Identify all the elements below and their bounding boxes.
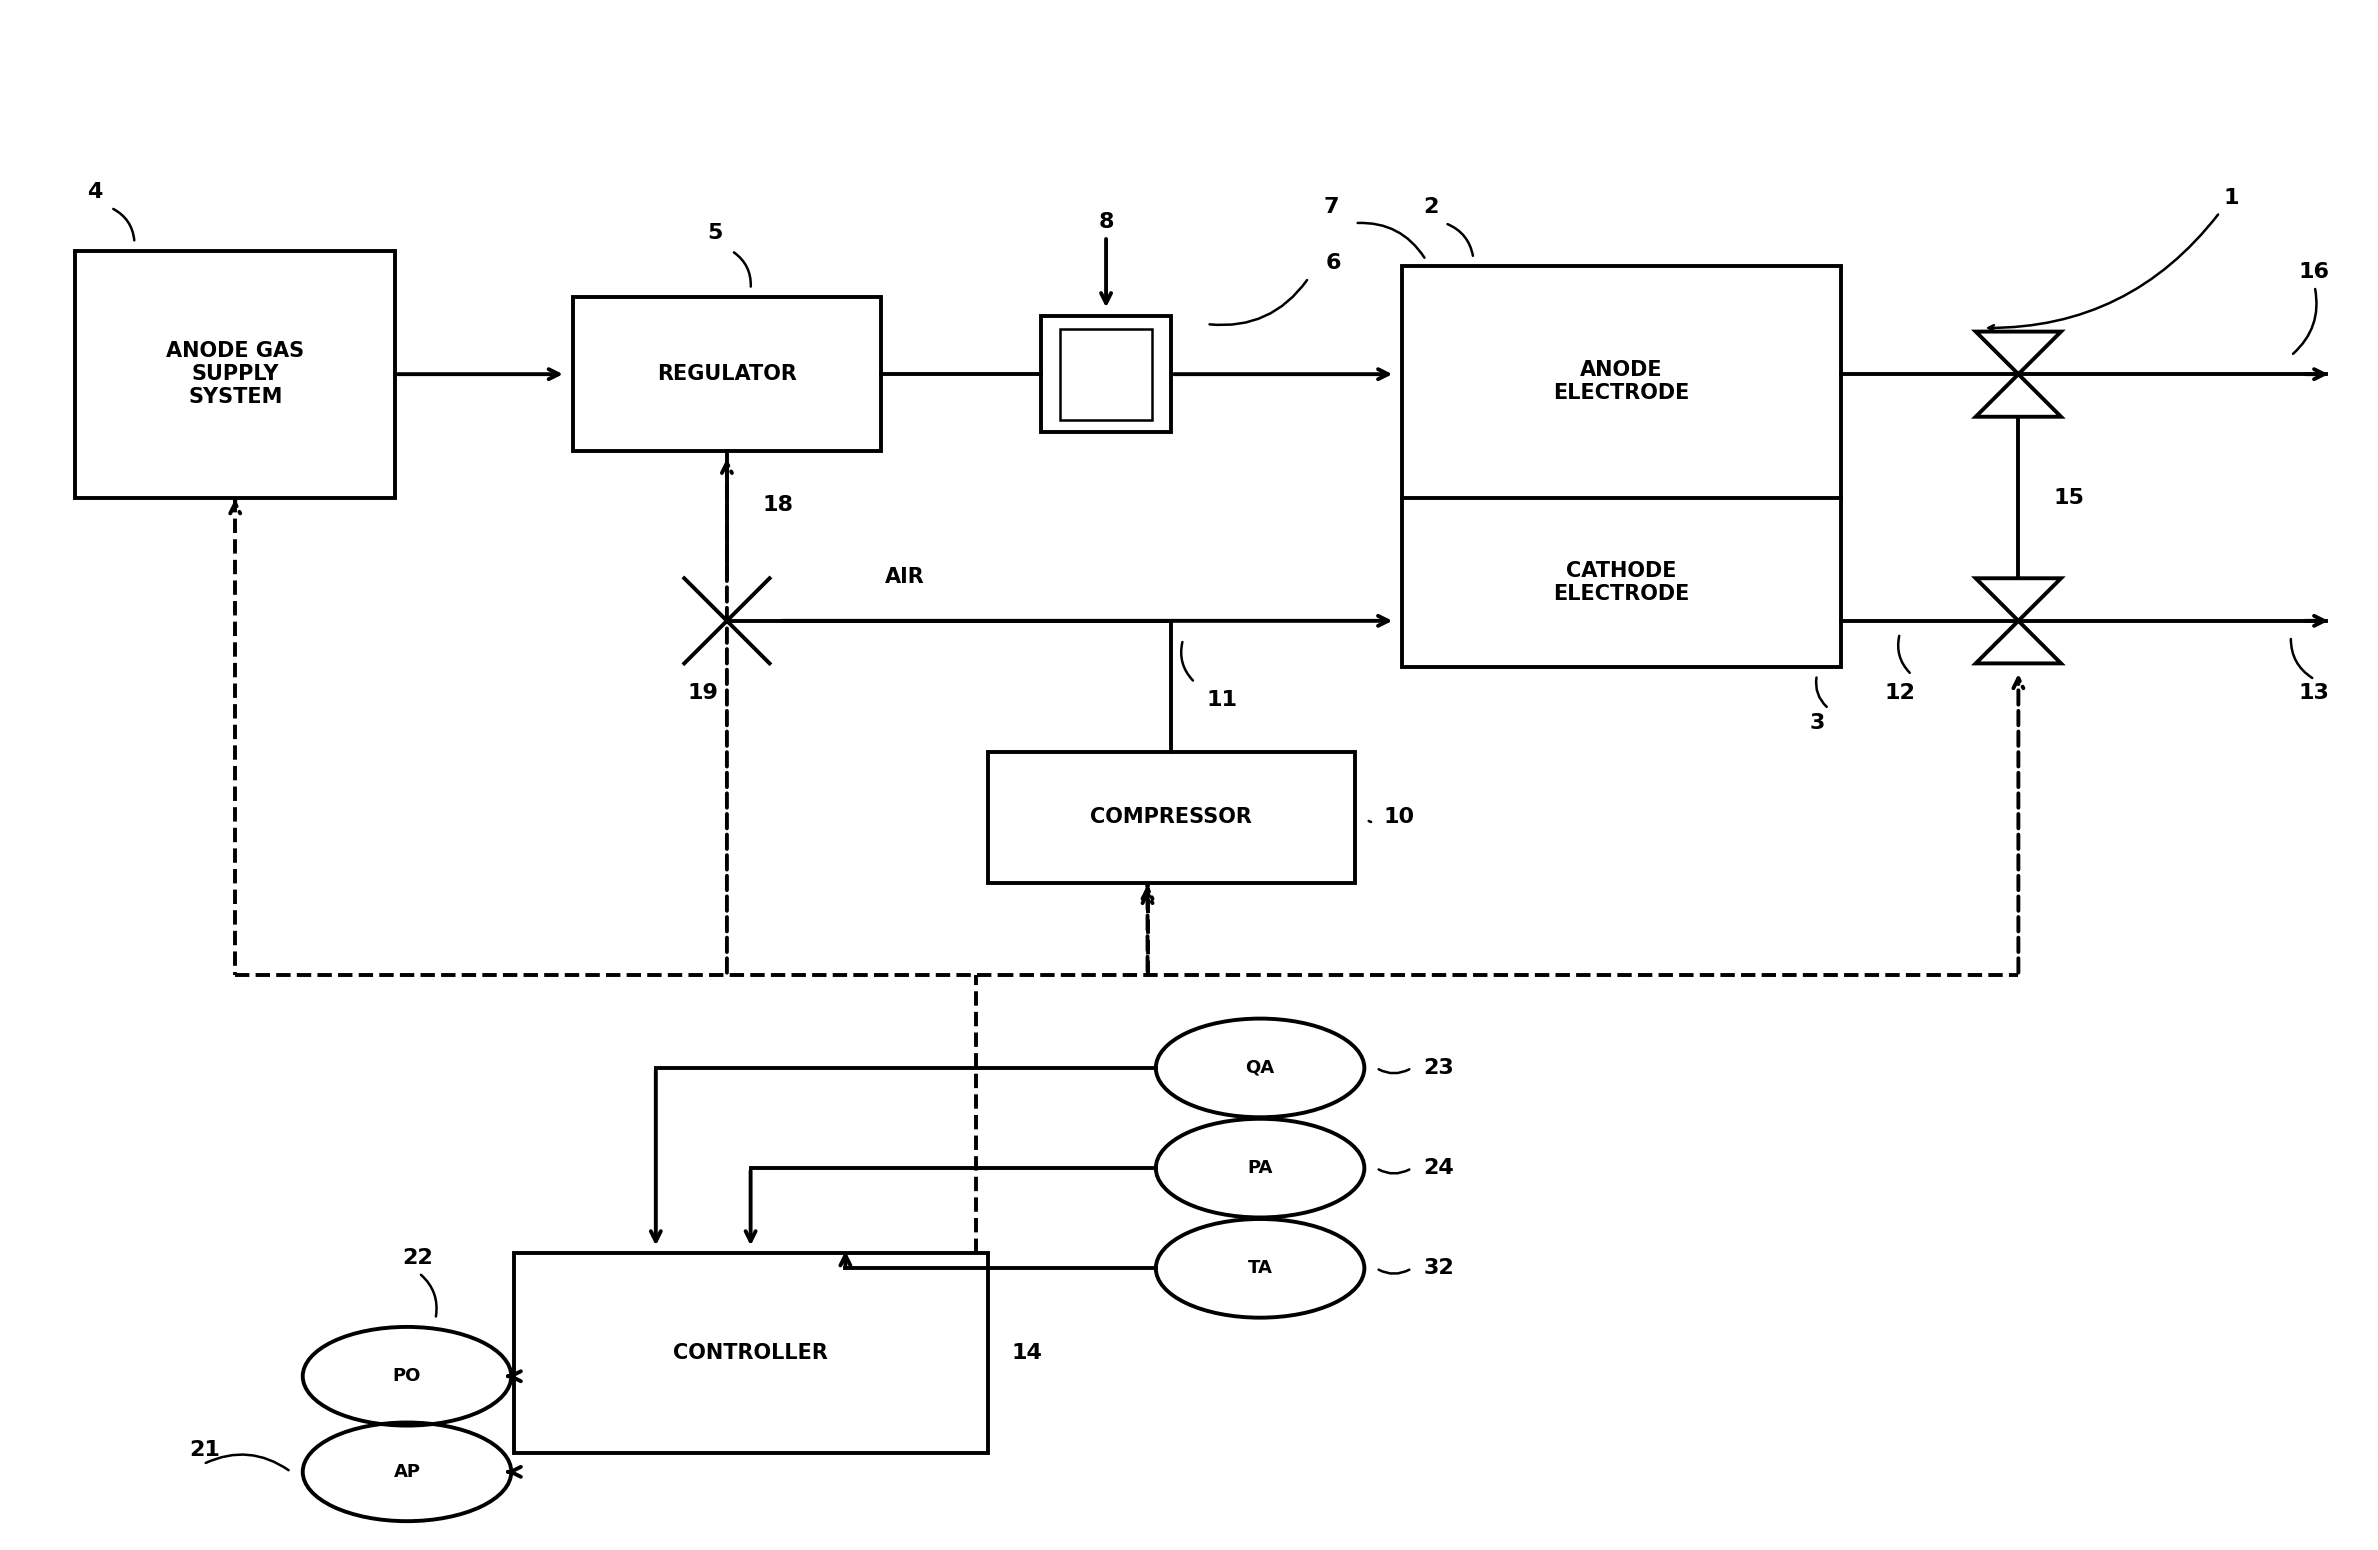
Text: 23: 23 xyxy=(1424,1059,1455,1077)
Text: 19: 19 xyxy=(687,682,718,702)
Text: 18: 18 xyxy=(763,494,794,515)
Text: 22: 22 xyxy=(402,1248,433,1268)
Text: 6: 6 xyxy=(1325,253,1341,273)
Text: 14: 14 xyxy=(1011,1344,1042,1362)
Bar xyxy=(987,752,1355,884)
Text: CONTROLLER: CONTROLLER xyxy=(673,1344,828,1362)
Text: 5: 5 xyxy=(706,223,723,243)
Text: 4: 4 xyxy=(88,181,102,202)
Text: 21: 21 xyxy=(188,1440,219,1460)
Text: REGULATOR: REGULATOR xyxy=(656,364,797,384)
Text: ANODE
ELECTRODE: ANODE ELECTRODE xyxy=(1553,360,1691,403)
Bar xyxy=(573,298,880,451)
Text: 11: 11 xyxy=(1206,690,1239,710)
Text: AP: AP xyxy=(392,1463,421,1480)
Text: 32: 32 xyxy=(1424,1259,1455,1279)
Bar xyxy=(1042,316,1172,432)
Text: 8: 8 xyxy=(1099,211,1113,231)
Text: AIR: AIR xyxy=(885,567,925,587)
Bar xyxy=(514,1252,987,1454)
Text: ANODE GAS
SUPPLY
SYSTEM: ANODE GAS SUPPLY SYSTEM xyxy=(166,341,304,408)
Bar xyxy=(1403,267,1841,666)
Text: 3: 3 xyxy=(1810,713,1824,733)
Text: 24: 24 xyxy=(1424,1158,1455,1178)
Text: 13: 13 xyxy=(2297,682,2328,702)
Text: PA: PA xyxy=(1248,1159,1272,1176)
Text: COMPRESSOR: COMPRESSOR xyxy=(1089,808,1253,828)
Text: 1: 1 xyxy=(2223,188,2240,208)
Text: 15: 15 xyxy=(2055,488,2086,507)
Text: PO: PO xyxy=(392,1367,421,1386)
Text: 16: 16 xyxy=(2297,262,2328,282)
Text: 2: 2 xyxy=(1422,197,1439,217)
Text: QA: QA xyxy=(1246,1059,1275,1077)
Text: 12: 12 xyxy=(1883,682,1914,702)
Bar xyxy=(76,251,395,498)
Text: CATHODE
ELECTRODE: CATHODE ELECTRODE xyxy=(1553,561,1691,605)
Text: 10: 10 xyxy=(1384,808,1415,828)
Text: TA: TA xyxy=(1248,1259,1272,1277)
Text: 7: 7 xyxy=(1325,197,1339,217)
Bar xyxy=(1061,329,1153,420)
